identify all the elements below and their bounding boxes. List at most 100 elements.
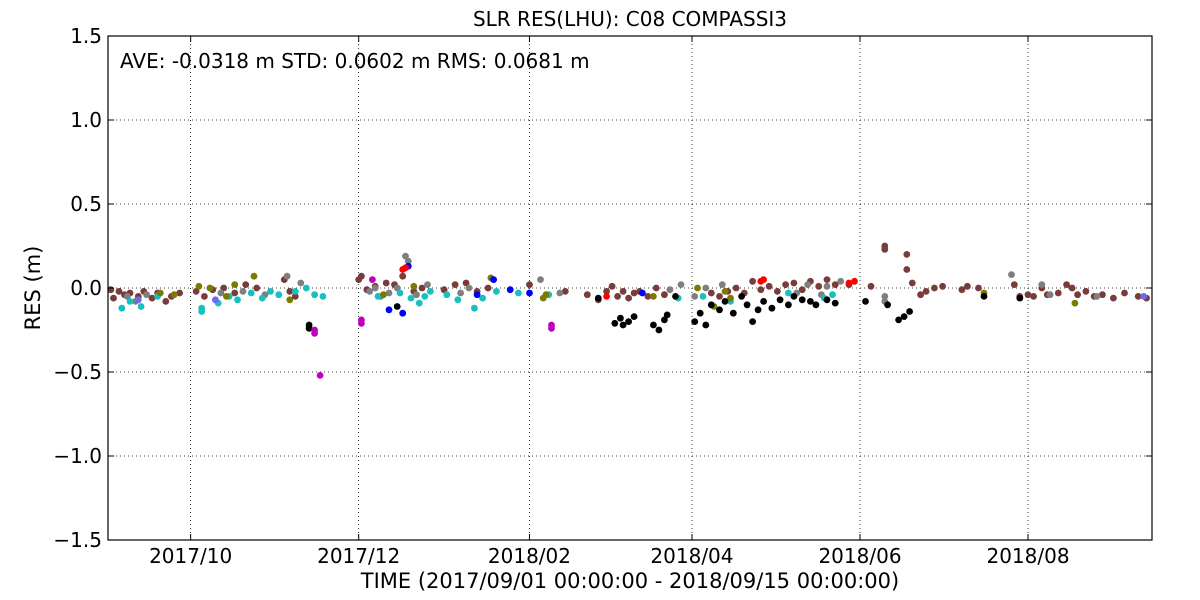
- data-point: [404, 257, 412, 265]
- data-point: [537, 276, 544, 283]
- data-point: [583, 291, 591, 299]
- data-point: [630, 289, 638, 297]
- data-point: [721, 288, 729, 295]
- data-point: [666, 286, 674, 294]
- data-point: [776, 296, 784, 304]
- data-point: [906, 308, 913, 315]
- data-point: [1121, 289, 1128, 297]
- data-point: [760, 298, 767, 305]
- data-point: [608, 282, 616, 290]
- data-point: [699, 293, 707, 300]
- data-point: [881, 293, 889, 300]
- data-point: [743, 301, 751, 309]
- data-point: [206, 284, 214, 292]
- data-point: [212, 296, 219, 304]
- data-point: [170, 291, 178, 299]
- data-point: [617, 314, 624, 322]
- data-point: [286, 288, 294, 295]
- data-point: [862, 298, 869, 305]
- data-point: [614, 293, 621, 300]
- data-point: [652, 284, 660, 292]
- data-point: [661, 316, 668, 324]
- y-tick-label: −1.0: [53, 444, 102, 468]
- data-point: [732, 284, 740, 292]
- data-point: [1010, 281, 1018, 288]
- data-point: [402, 264, 409, 272]
- x-axis-label: TIME (2017/09/01 00:00:00 - 2018/09/15 0…: [360, 569, 899, 593]
- data-point: [239, 288, 247, 295]
- data-point: [471, 304, 478, 312]
- data-point: [707, 301, 715, 309]
- axis-ticks: 1.5 1.0 0.5 0.0 −0.5 −1.0 −1.5 2017/10 2017/12 20…: [53, 24, 1152, 568]
- data-point: [903, 266, 911, 273]
- data-point: [275, 291, 283, 299]
- data-point: [371, 284, 379, 292]
- data-point: [790, 293, 798, 300]
- data-point: [702, 284, 710, 292]
- data-point: [749, 318, 756, 325]
- data-point: [922, 288, 930, 295]
- data-point: [253, 284, 261, 292]
- data-point: [639, 289, 646, 297]
- data-point: [831, 281, 839, 288]
- data-point: [258, 294, 266, 302]
- data-point: [837, 277, 845, 285]
- data-point: [900, 313, 908, 320]
- data-point: [845, 279, 853, 287]
- data-point: [1063, 281, 1070, 288]
- data-point: [526, 289, 533, 297]
- data-point: [691, 318, 699, 325]
- data-point: [415, 299, 423, 307]
- data-point: [305, 324, 313, 332]
- data-point: [760, 276, 767, 283]
- data-point: [1110, 294, 1117, 302]
- data-point: [975, 284, 982, 292]
- y-tick-label: 0.0: [70, 276, 102, 300]
- data-point: [672, 293, 679, 300]
- data-point: [556, 289, 564, 297]
- data-point: [782, 281, 789, 288]
- y-tick-label: 1.0: [70, 108, 102, 132]
- data-point: [1134, 293, 1142, 300]
- data-point: [908, 279, 916, 287]
- data-point: [1074, 291, 1081, 299]
- x-tick-label: 2018/02: [488, 544, 571, 568]
- data-point: [1054, 289, 1062, 297]
- data-point: [286, 296, 294, 304]
- data-point: [964, 282, 971, 290]
- data-point: [418, 284, 426, 292]
- data-point: [895, 316, 902, 324]
- data-point: [603, 288, 610, 295]
- data-point: [611, 319, 619, 327]
- data-point: [465, 284, 473, 292]
- data-point: [815, 282, 823, 290]
- data-point: [691, 293, 699, 300]
- y-tick-label: 0.5: [70, 192, 102, 216]
- data-point: [831, 299, 839, 307]
- data-point: [410, 282, 418, 290]
- data-point: [195, 282, 203, 290]
- data-point: [594, 294, 602, 302]
- data-point: [515, 289, 522, 297]
- data-point: [234, 296, 241, 304]
- data-point: [716, 293, 723, 300]
- data-point: [374, 293, 382, 300]
- data-point: [1093, 293, 1101, 300]
- data-point: [798, 296, 806, 304]
- data-point: [493, 288, 500, 295]
- data-point: [454, 296, 462, 304]
- data-point: [1068, 284, 1076, 292]
- data-point: [798, 286, 806, 294]
- data-point: [407, 294, 415, 302]
- y-tick-label: −0.5: [53, 360, 102, 384]
- data-point: [655, 326, 663, 334]
- data-point: [385, 306, 393, 314]
- data-point: [462, 279, 470, 287]
- data-point: [443, 291, 451, 299]
- data-point: [426, 288, 434, 295]
- data-points: [107, 242, 1150, 379]
- data-point: [807, 298, 814, 305]
- data-point: [126, 298, 134, 305]
- data-point: [630, 313, 638, 320]
- data-point: [162, 298, 170, 305]
